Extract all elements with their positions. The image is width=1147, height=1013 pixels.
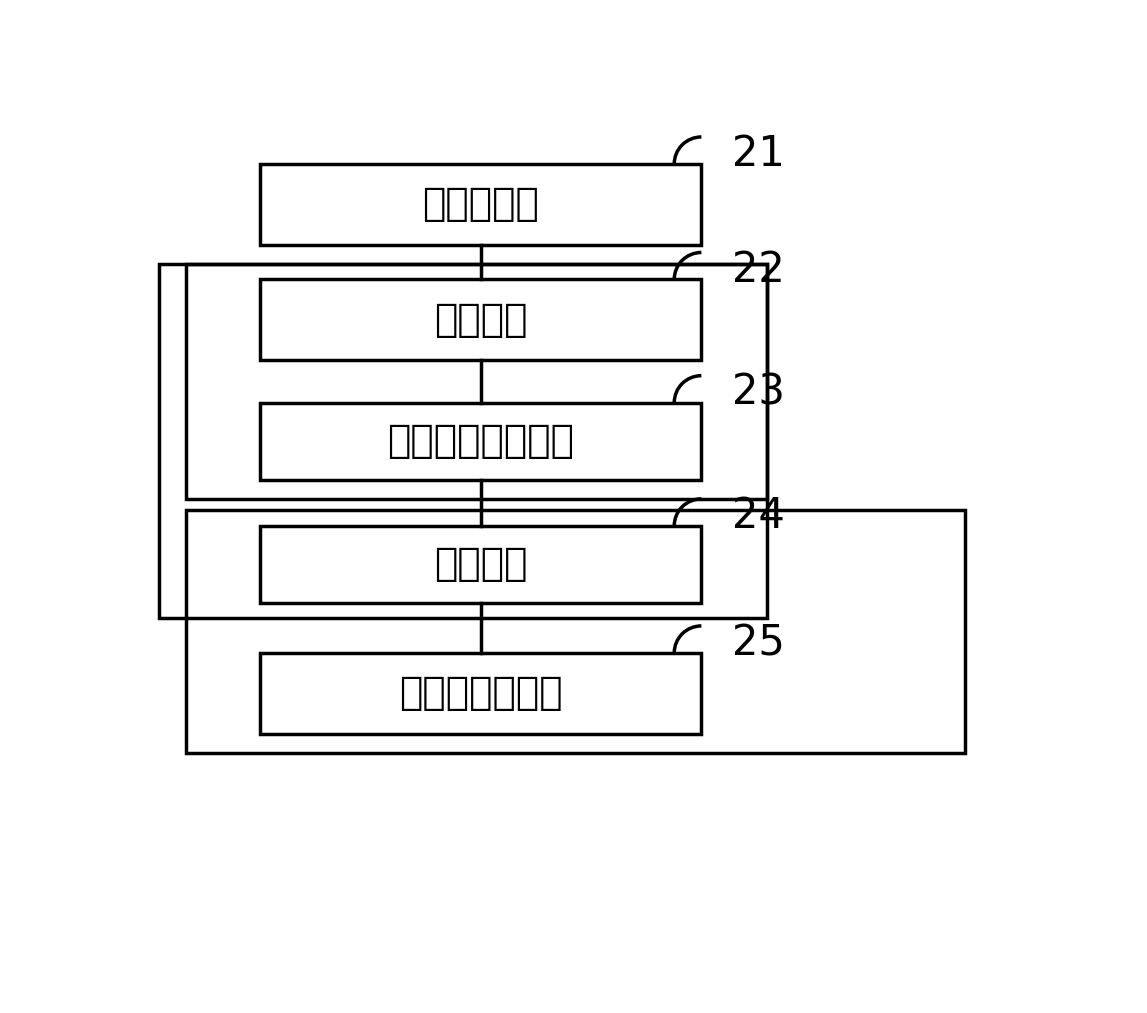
- Text: 22: 22: [733, 248, 786, 291]
- Bar: [186, 511, 965, 753]
- Text: 25: 25: [733, 622, 786, 665]
- Text: 预补偿单元: 预补偿单元: [422, 185, 539, 223]
- Text: 21: 21: [733, 133, 786, 175]
- Text: 23: 23: [733, 372, 786, 413]
- Bar: [159, 264, 767, 618]
- Bar: [259, 652, 701, 733]
- Bar: [259, 280, 701, 361]
- Text: 译码单元: 译码单元: [434, 301, 528, 338]
- Bar: [259, 526, 701, 603]
- Text: 频偏残差计算单元: 频偏残差计算单元: [387, 422, 574, 460]
- Text: 24: 24: [733, 495, 786, 537]
- Bar: [259, 402, 701, 479]
- Text: 判断单元: 判断单元: [434, 545, 528, 583]
- Bar: [186, 264, 767, 498]
- Bar: [259, 164, 701, 245]
- Text: 确定有效性单元: 确定有效性单元: [399, 675, 562, 712]
